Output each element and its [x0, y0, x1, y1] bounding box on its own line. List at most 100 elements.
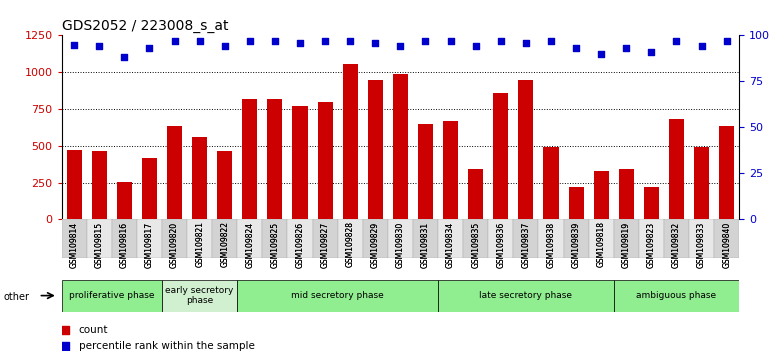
FancyBboxPatch shape — [363, 219, 388, 258]
Text: GSM109814: GSM109814 — [69, 222, 79, 268]
FancyBboxPatch shape — [413, 219, 438, 258]
Bar — [117, 182, 132, 219]
Text: GSM109825: GSM109825 — [270, 222, 280, 268]
Text: GSM109834: GSM109834 — [446, 222, 455, 268]
Text: GSM109839: GSM109839 — [571, 222, 581, 268]
Point — [243, 38, 256, 44]
Text: GSM109831: GSM109831 — [421, 222, 430, 268]
Text: GSM109835: GSM109835 — [471, 222, 480, 268]
FancyBboxPatch shape — [162, 219, 187, 258]
Bar — [669, 119, 684, 219]
Point — [193, 38, 206, 44]
FancyBboxPatch shape — [313, 219, 338, 258]
Text: GSM109836: GSM109836 — [497, 222, 505, 268]
FancyBboxPatch shape — [112, 219, 137, 258]
Point — [319, 38, 331, 44]
Text: GSM109824: GSM109824 — [246, 222, 254, 268]
FancyBboxPatch shape — [463, 219, 488, 258]
Bar — [468, 170, 484, 219]
Point — [494, 38, 507, 44]
Text: GDS2052 / 223008_s_at: GDS2052 / 223008_s_at — [62, 19, 228, 33]
Text: GSM109828: GSM109828 — [346, 222, 355, 267]
Text: GSM109814: GSM109814 — [69, 222, 79, 268]
Text: GSM109815: GSM109815 — [95, 222, 104, 268]
Text: GSM109838: GSM109838 — [547, 222, 555, 268]
Point — [394, 44, 407, 49]
FancyBboxPatch shape — [237, 219, 263, 258]
Text: GSM109820: GSM109820 — [170, 222, 179, 268]
Text: other: other — [4, 292, 30, 302]
FancyBboxPatch shape — [213, 219, 237, 258]
Text: GSM109839: GSM109839 — [571, 222, 581, 268]
Bar — [217, 151, 233, 219]
FancyBboxPatch shape — [714, 219, 739, 258]
FancyBboxPatch shape — [614, 280, 739, 312]
Text: GSM109830: GSM109830 — [396, 222, 405, 268]
FancyBboxPatch shape — [488, 219, 514, 258]
Bar — [92, 151, 107, 219]
Text: GSM109829: GSM109829 — [371, 222, 380, 268]
Text: GSM109832: GSM109832 — [672, 222, 681, 268]
Text: GSM109833: GSM109833 — [697, 222, 706, 268]
FancyBboxPatch shape — [187, 219, 213, 258]
Bar — [594, 171, 609, 219]
Bar — [694, 147, 709, 219]
Text: GSM109827: GSM109827 — [320, 222, 330, 268]
FancyBboxPatch shape — [588, 219, 614, 258]
Text: GSM109840: GSM109840 — [722, 222, 732, 268]
Text: GSM109817: GSM109817 — [145, 222, 154, 268]
Text: GSM109838: GSM109838 — [547, 222, 555, 268]
Point — [269, 38, 281, 44]
Text: GSM109836: GSM109836 — [497, 222, 505, 268]
Text: GSM109834: GSM109834 — [446, 222, 455, 268]
Point — [344, 38, 357, 44]
Bar — [243, 99, 257, 219]
Bar — [142, 158, 157, 219]
Bar — [568, 187, 584, 219]
Bar — [368, 80, 383, 219]
Text: GSM109823: GSM109823 — [647, 222, 656, 268]
Text: GSM109831: GSM109831 — [421, 222, 430, 268]
Text: GSM109824: GSM109824 — [246, 222, 254, 268]
Point — [570, 45, 582, 51]
FancyBboxPatch shape — [614, 219, 639, 258]
Bar — [719, 126, 734, 219]
Bar — [293, 106, 307, 219]
Point — [520, 40, 532, 46]
Bar — [192, 137, 207, 219]
Bar — [443, 121, 458, 219]
FancyBboxPatch shape — [438, 280, 614, 312]
Bar — [418, 124, 433, 219]
FancyBboxPatch shape — [237, 280, 438, 312]
Text: GSM109837: GSM109837 — [521, 222, 531, 268]
Text: GSM109822: GSM109822 — [220, 222, 229, 267]
Bar — [644, 187, 659, 219]
Bar — [167, 126, 182, 219]
Text: GSM109815: GSM109815 — [95, 222, 104, 268]
Text: GSM109825: GSM109825 — [270, 222, 280, 268]
Bar — [67, 150, 82, 219]
Text: proliferative phase: proliferative phase — [69, 291, 155, 300]
FancyBboxPatch shape — [538, 219, 564, 258]
Point — [425, 143, 437, 149]
Point — [93, 44, 105, 49]
Text: GSM109826: GSM109826 — [296, 222, 304, 268]
Text: GSM109832: GSM109832 — [672, 222, 681, 268]
Point — [169, 38, 181, 44]
Text: GSM109821: GSM109821 — [195, 222, 204, 267]
Point — [143, 45, 156, 51]
Point — [294, 40, 306, 46]
Text: GSM109826: GSM109826 — [296, 222, 304, 268]
Bar — [393, 74, 408, 219]
Point — [444, 38, 457, 44]
FancyBboxPatch shape — [564, 219, 588, 258]
Point — [721, 38, 733, 44]
FancyBboxPatch shape — [338, 219, 363, 258]
Bar — [544, 147, 558, 219]
Bar — [619, 170, 634, 219]
Point — [219, 44, 231, 49]
Point — [68, 42, 80, 47]
Text: ambiguous phase: ambiguous phase — [636, 291, 717, 300]
Bar — [494, 93, 508, 219]
Point — [595, 51, 608, 57]
